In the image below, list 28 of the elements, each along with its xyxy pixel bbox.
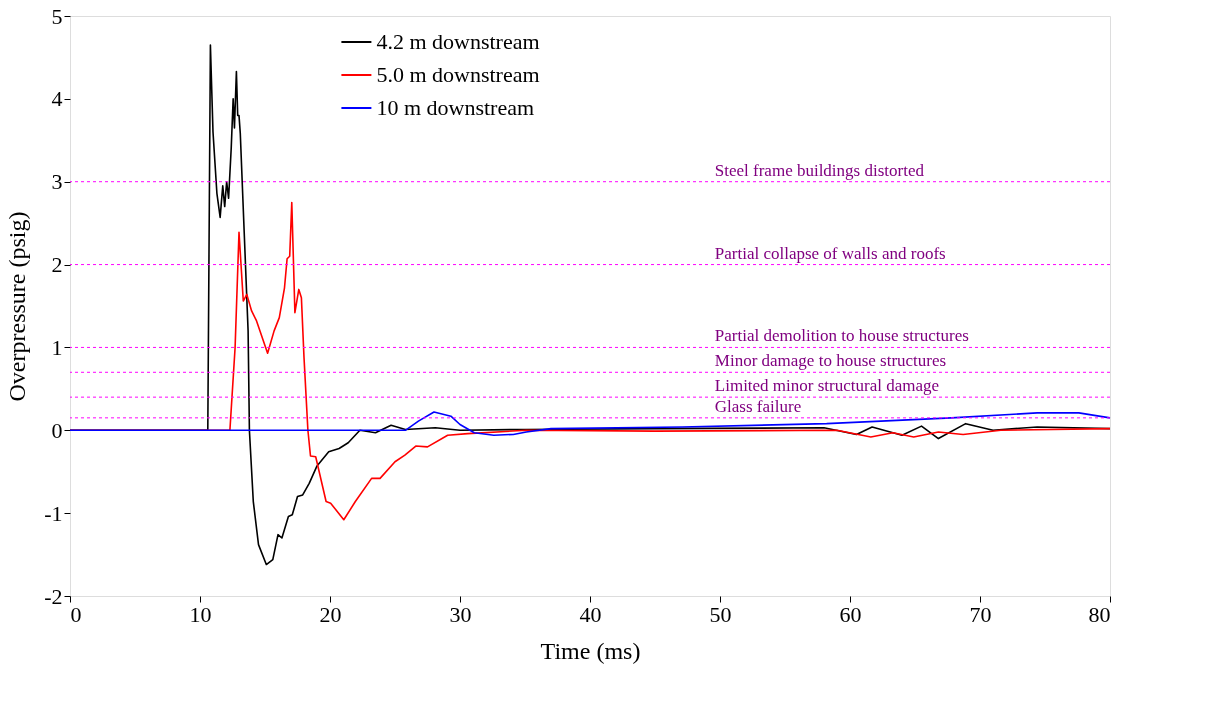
x-axis-title: Time (ms) bbox=[540, 637, 641, 664]
y-tick-label: 3 bbox=[51, 169, 63, 195]
y-tick-label: 5 bbox=[51, 3, 63, 29]
x-tick-label: 0 bbox=[70, 601, 82, 627]
ref-line-label: Steel frame buildings distorted bbox=[714, 160, 925, 180]
y-axis-title: Overpressure (psig) bbox=[4, 211, 31, 402]
x-tick-label: 50 bbox=[709, 601, 732, 627]
y-tick-label: 0 bbox=[51, 417, 63, 443]
x-tick-label: 60 bbox=[839, 601, 862, 627]
x-tick-label: 20 bbox=[319, 601, 342, 627]
ref-line-label: Glass failure bbox=[714, 396, 802, 416]
ref-line-label: Partial demolition to house structures bbox=[714, 326, 969, 346]
x-tick-label: 80 bbox=[1088, 601, 1111, 627]
y-tick-label: 1 bbox=[51, 334, 63, 360]
y-tick-label: -2 bbox=[44, 583, 63, 609]
x-tick-label: 40 bbox=[579, 601, 602, 627]
legend-label: 4.2 m downstream bbox=[376, 29, 540, 54]
legend-label: 10 m downstream bbox=[376, 95, 535, 120]
ref-line-label: Minor damage to house structures bbox=[714, 351, 947, 371]
legend-label: 5.0 m downstream bbox=[376, 62, 540, 87]
x-tick-label: 10 bbox=[189, 601, 212, 627]
y-tick-label: -1 bbox=[44, 500, 63, 526]
x-tick-label: 70 bbox=[969, 601, 992, 627]
y-tick-label: 2 bbox=[51, 252, 63, 278]
ref-line-label: Limited minor structural damage bbox=[714, 376, 940, 396]
y-tick-label: 4 bbox=[51, 86, 63, 112]
ref-line-label: Partial collapse of walls and roofs bbox=[714, 243, 946, 263]
x-tick-label: 30 bbox=[449, 601, 472, 627]
